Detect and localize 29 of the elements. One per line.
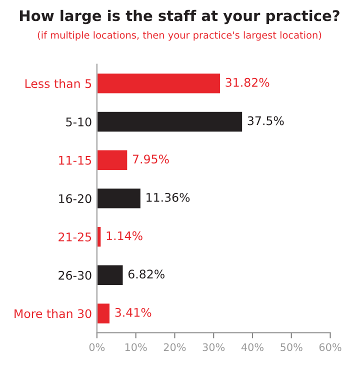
x-tick-label: 40% xyxy=(241,343,264,352)
bar xyxy=(96,187,142,210)
data-label: 3.41% xyxy=(115,308,152,317)
y-tick-label: 26-30 xyxy=(58,270,92,280)
bar xyxy=(96,264,124,286)
bar xyxy=(96,302,111,325)
bar xyxy=(96,148,129,172)
data-label: 37.5% xyxy=(248,116,284,126)
chart-title: How large is the staff at your practice? xyxy=(20,10,340,24)
chart-subtitle: (if multiple locations, then your practice's largest location) xyxy=(38,31,322,41)
y-tick-label: 11-15 xyxy=(59,156,92,165)
x-tick-label: 50% xyxy=(280,343,302,352)
y-tick-label: 16-20 xyxy=(59,194,92,204)
x-tick-label: 20% xyxy=(164,343,186,352)
data-label: 11.36% xyxy=(146,192,190,202)
data-label: 31.82% xyxy=(226,78,270,87)
data-label: 1.14% xyxy=(106,231,142,240)
y-tick-label: Less than 5 xyxy=(25,78,92,88)
y-tick-label: 21-25 xyxy=(58,232,92,242)
bar xyxy=(96,110,244,134)
x-tick-label: 60% xyxy=(319,343,342,352)
y-tick-label: More than 30 xyxy=(14,308,92,318)
data-label: 6.82% xyxy=(128,270,164,279)
bar xyxy=(96,72,222,95)
x-tick-label: 10% xyxy=(125,343,147,352)
data-label: 7.95% xyxy=(132,154,169,164)
x-tick-label: 0% xyxy=(89,343,105,352)
x-tick-label: 30% xyxy=(202,343,225,352)
y-tick-label: 5-10 xyxy=(66,117,92,126)
